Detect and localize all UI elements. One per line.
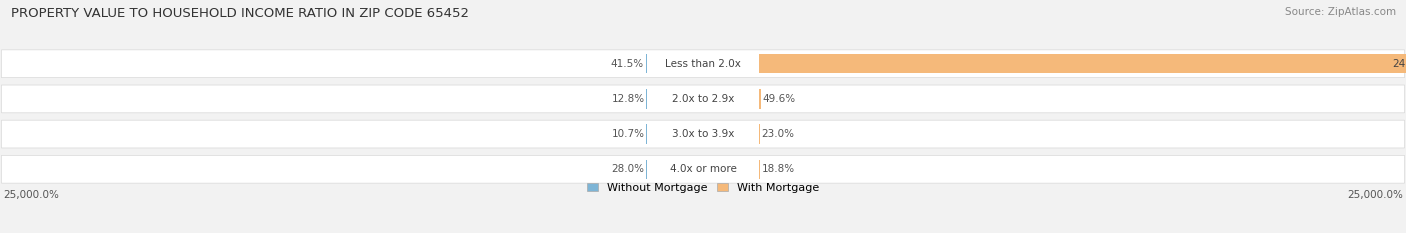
Text: 28.0%: 28.0% xyxy=(612,164,644,174)
FancyBboxPatch shape xyxy=(652,54,754,73)
FancyBboxPatch shape xyxy=(1,50,1405,78)
Text: PROPERTY VALUE TO HOUSEHOLD INCOME RATIO IN ZIP CODE 65452: PROPERTY VALUE TO HOUSEHOLD INCOME RATIO… xyxy=(11,7,470,20)
FancyBboxPatch shape xyxy=(1,120,1405,148)
Legend: Without Mortgage, With Mortgage: Without Mortgage, With Mortgage xyxy=(588,183,818,193)
Text: 2.0x to 2.9x: 2.0x to 2.9x xyxy=(672,94,734,104)
Text: 49.6%: 49.6% xyxy=(762,94,796,104)
Text: 23.0%: 23.0% xyxy=(762,129,794,139)
Text: Less than 2.0x: Less than 2.0x xyxy=(665,59,741,69)
Text: 41.5%: 41.5% xyxy=(610,59,644,69)
FancyBboxPatch shape xyxy=(652,160,754,179)
Text: 4.0x or more: 4.0x or more xyxy=(669,164,737,174)
FancyBboxPatch shape xyxy=(1,155,1405,183)
Text: 18.8%: 18.8% xyxy=(762,164,794,174)
Text: 25,000.0%: 25,000.0% xyxy=(3,190,59,200)
Text: 3.0x to 3.9x: 3.0x to 3.9x xyxy=(672,129,734,139)
Text: 12.8%: 12.8% xyxy=(612,94,645,104)
FancyBboxPatch shape xyxy=(652,89,754,109)
Text: 10.7%: 10.7% xyxy=(612,129,645,139)
Bar xyxy=(759,54,1406,73)
Text: 25,000.0%: 25,000.0% xyxy=(1347,190,1403,200)
FancyBboxPatch shape xyxy=(652,124,754,144)
Text: 24,627.7%: 24,627.7% xyxy=(1392,59,1406,69)
Text: Source: ZipAtlas.com: Source: ZipAtlas.com xyxy=(1285,7,1396,17)
FancyBboxPatch shape xyxy=(1,85,1405,113)
